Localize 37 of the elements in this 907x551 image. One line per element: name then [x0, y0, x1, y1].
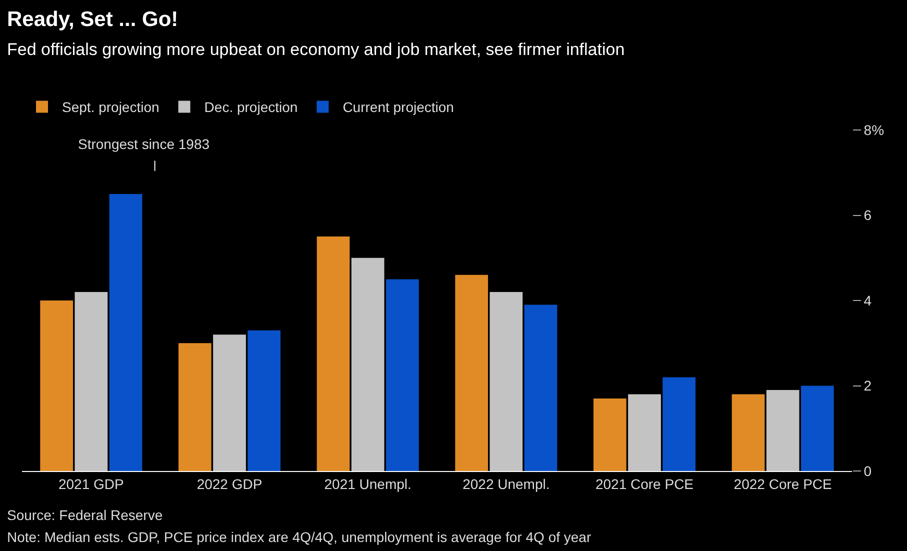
- bar: [593, 398, 626, 471]
- bar: [490, 292, 523, 471]
- bar: [178, 343, 212, 471]
- x-tick-label: 2021 Unempl.: [324, 476, 412, 492]
- x-tick-label: 2022 Unempl.: [462, 476, 550, 492]
- chart-subtitle: Fed officials growing more upbeat on economy and job market, see firmer inflation: [7, 40, 625, 59]
- bar: [524, 304, 558, 471]
- x-tick-label: 2022 Core PCE: [734, 476, 832, 492]
- chart-title: Ready, Set ... Go!: [7, 8, 178, 31]
- legend-label: Current projection: [342, 99, 454, 116]
- y-tick-label: 4: [864, 292, 872, 308]
- legend-label: Sept. projection: [62, 99, 160, 116]
- bar: [662, 377, 696, 471]
- bar: [351, 258, 384, 471]
- bar: [386, 279, 419, 471]
- bar: [316, 236, 350, 471]
- bar: [455, 274, 488, 471]
- annotation: Strongest since 1983: [78, 136, 210, 152]
- x-tick-label: 2021 Core PCE: [595, 476, 694, 492]
- legend-label: Dec. projection: [204, 99, 298, 116]
- bar: [766, 390, 800, 471]
- y-tick-label: 6: [864, 207, 872, 224]
- y-tick-label: 2: [864, 378, 872, 394]
- bar: [109, 194, 142, 471]
- y-tick-label: 8%: [864, 122, 884, 138]
- bar: [732, 394, 765, 471]
- text: Note: Median ests. GDP, PCE price index are 4Q/4Q, unemployment is average for 4Q of year: [7, 529, 592, 545]
- bar: [800, 386, 834, 471]
- x-tick-label: 2022 GDP: [196, 476, 262, 492]
- bar: [248, 330, 281, 471]
- bar: [213, 334, 246, 471]
- bar: [40, 300, 74, 471]
- y-tick-label: 0: [864, 462, 872, 479]
- x-tick-label: 2021 GDP: [58, 476, 124, 492]
- bar: [74, 292, 108, 471]
- source-note: Source: Federal Reserve: [7, 507, 163, 523]
- bar: [628, 394, 661, 471]
